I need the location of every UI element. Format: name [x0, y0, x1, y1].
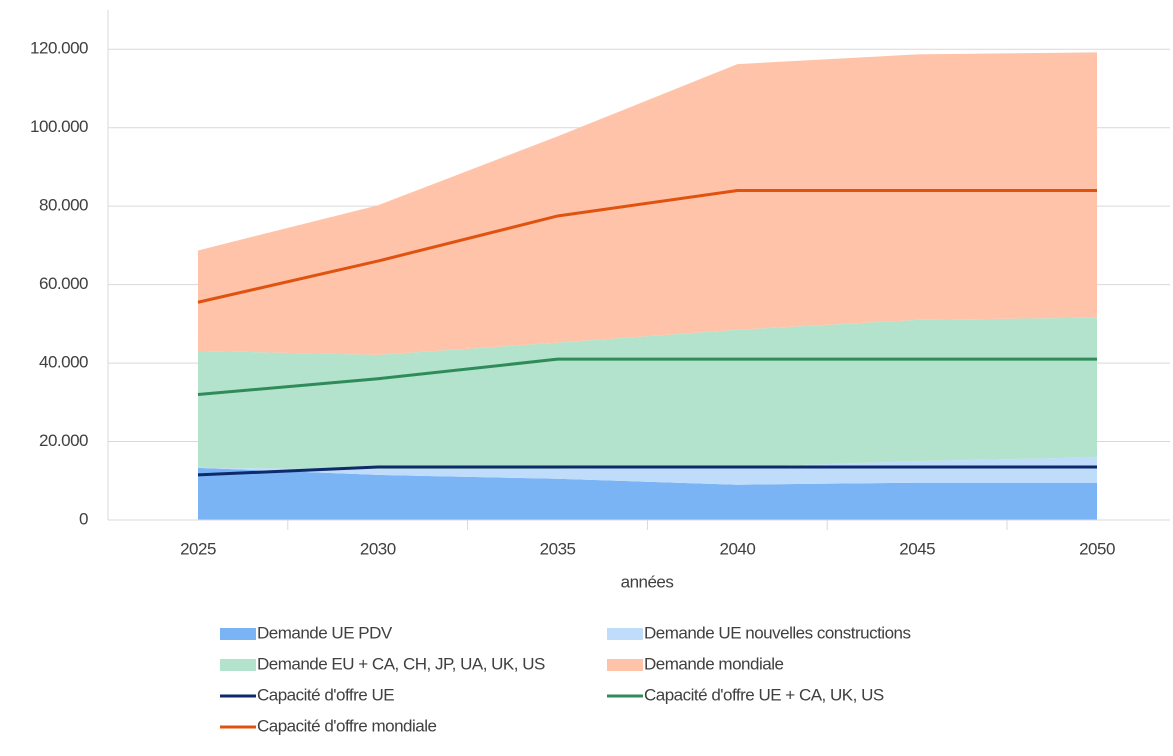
y-tick-label: 80.000	[39, 196, 88, 215]
legend-label: Capacité d'offre mondiale	[257, 716, 436, 735]
legend-marker	[220, 725, 256, 729]
legend-label: Demande UE PDV	[257, 623, 393, 642]
y-tick-label: 60.000	[39, 274, 88, 293]
x-tick-label: 2050	[1079, 539, 1115, 558]
legend-marker	[607, 628, 643, 640]
legend-label: Demande EU + CA, CH, JP, UA, UK, US	[257, 654, 545, 673]
legend-marker	[220, 694, 256, 698]
y-tick-label: 40.000	[39, 353, 88, 372]
line	[197, 465, 1097, 477]
y-tick-label: 0	[79, 509, 88, 528]
legend-marker	[607, 659, 643, 671]
x-tick-label: 2035	[540, 539, 576, 558]
legend-marker	[220, 628, 256, 640]
legend-label: Demande UE nouvelles constructions	[644, 623, 910, 642]
legend-label: Capacité d'offre UE	[257, 685, 394, 704]
area	[198, 317, 1097, 469]
line	[197, 357, 1097, 396]
x-tick-label: 2025	[180, 539, 216, 558]
x-tick-label: 2040	[719, 539, 755, 558]
area	[198, 457, 1097, 485]
y-tick-label: 120.000	[30, 39, 88, 58]
x-tick-label: 2030	[360, 539, 396, 558]
x-axis-label: années	[621, 572, 674, 591]
y-tick-label: 20.000	[39, 431, 88, 450]
x-tick-label: 2045	[899, 539, 935, 558]
line	[197, 188, 1097, 304]
legend-marker	[607, 694, 643, 698]
legend-marker	[220, 659, 256, 671]
legend-label: Capacité d'offre UE + CA, UK, US	[644, 685, 884, 704]
area	[198, 467, 1097, 520]
legend-label: Demande mondiale	[644, 654, 783, 673]
y-tick-label: 100.000	[30, 117, 88, 136]
